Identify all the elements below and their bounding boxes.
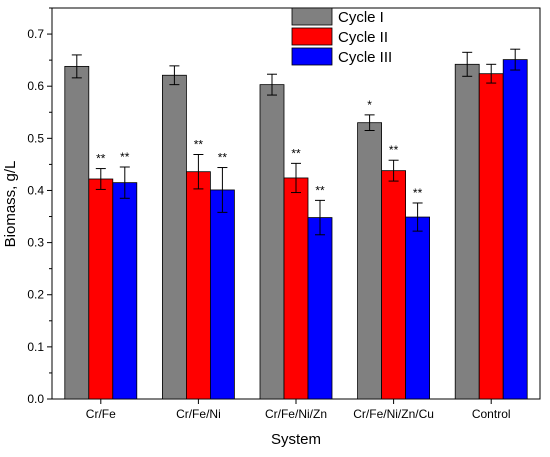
y-tick-label: 0.1 (27, 340, 44, 354)
y-axis-title: Biomass, g/L (2, 161, 19, 248)
bar-cycle-ii (381, 170, 407, 400)
bar-cycle-iii (112, 182, 138, 400)
significance-label: * (367, 98, 372, 112)
error-bar-group (71, 48, 521, 236)
significance-label: ** (96, 152, 106, 166)
bar-cycle-i (259, 84, 285, 400)
legend-label: Cycle II (338, 29, 388, 46)
bar-cycle-ii (88, 178, 114, 400)
legend-swatch (291, 47, 333, 66)
significance-label: ** (291, 146, 301, 160)
legend: Cycle I Cycle II Cycle III (291, 7, 392, 66)
x-tick-label: Cr/Fe/Ni/Zn (265, 407, 327, 421)
y-axis: 0.0 0.1 0.2 0.3 0.4 0.5 0.6 0.7 (27, 7, 52, 406)
bar-cycle-iii (307, 217, 333, 400)
bar-cycle-iii (405, 216, 431, 400)
bar-cycle-ii (185, 171, 211, 400)
legend-label: Cycle I (338, 9, 384, 26)
y-tick-label: 0.5 (27, 131, 44, 145)
bar-series-group (64, 59, 528, 400)
significance-label: ** (389, 143, 399, 157)
y-tick-label: 0.4 (27, 183, 44, 197)
x-axis: Cr/Fe Cr/Fe/Ni Cr/Fe/Ni/Zn Cr/Fe/Ni/Zn/Cu Co… (86, 399, 511, 421)
bar-cycle-iii (209, 189, 235, 400)
x-tick-label: Cr/Fe/Ni/Zn/Cu (353, 407, 434, 421)
legend-label: Cycle III (338, 49, 392, 66)
bar-cycle-i (64, 65, 90, 400)
bar-cycle-i (454, 63, 480, 400)
bar-cycle-i (161, 74, 187, 400)
y-tick-label: 0.7 (27, 27, 44, 41)
y-tick-label: 0.3 (27, 236, 44, 250)
significance-label-group: ******* **** **** ** (96, 98, 422, 200)
significance-label: ** (194, 137, 204, 151)
legend-swatch (291, 7, 333, 26)
significance-label: ** (315, 183, 325, 197)
bar-cycle-iii (502, 59, 528, 400)
bar-cycle-ii (283, 177, 309, 400)
x-tick-label: Cr/Fe (86, 407, 116, 421)
y-tick-label: 0.2 (27, 288, 44, 302)
y-tick-label: 0.0 (27, 392, 44, 406)
bar-cycle-i (357, 122, 383, 400)
x-tick-label: Cr/Fe/Ni (176, 407, 221, 421)
significance-label: ** (413, 186, 423, 200)
significance-label: ** (218, 151, 228, 165)
y-tick-label: 0.6 (27, 79, 44, 93)
x-axis-title: System (271, 431, 321, 448)
x-tick-label: Control (472, 407, 511, 421)
bar-cycle-ii (478, 73, 504, 400)
legend-swatch (291, 27, 333, 46)
significance-label: ** (120, 150, 130, 164)
